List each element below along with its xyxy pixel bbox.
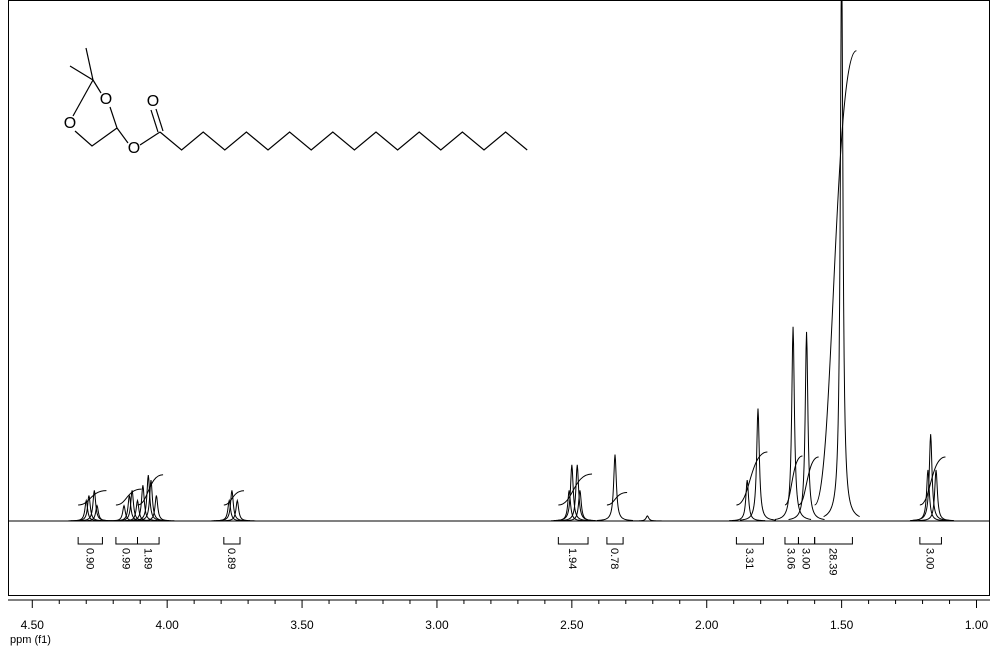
integral-label: 1.94 [566,548,578,569]
peak [219,498,256,522]
x-axis-label: ppm (f1) [10,634,51,646]
integral-bracket [223,537,241,545]
integral-curve [919,456,946,506]
peak [739,408,777,521]
atom-label: O [128,140,140,157]
integral-curve [115,488,142,506]
integral-label: 0.99 [120,548,132,569]
integral-label: 3.00 [800,548,812,569]
spectrum [8,0,990,522]
integral-label: 0.78 [608,548,620,569]
x-tick-label: 1.50 [830,618,854,632]
integral-bracket [606,537,624,545]
integral-bracket [735,537,764,545]
integral-bracket [77,537,103,545]
bond [150,109,159,133]
integral-curve [798,456,819,506]
bond [92,79,102,94]
atom-label: O [100,91,112,108]
x-tick-label: 4.50 [21,618,45,632]
x-tick-label: 4.00 [155,618,179,632]
integral-curve [736,451,768,506]
integral-bracket [814,537,853,545]
bond [72,79,94,117]
bond [155,108,164,132]
integral-bracket [136,537,160,545]
atom-label: O [147,93,159,110]
peak [918,469,955,522]
integral-bracket [919,537,942,545]
integral-bracket [557,537,589,545]
bond [139,131,161,146]
x-tick-label: 2.50 [560,618,584,632]
integral-curve [223,490,245,506]
peak [774,326,812,520]
peak [596,454,634,521]
peak [561,490,598,522]
plot-frame [8,0,990,596]
integral-curve [137,474,164,506]
peak [788,331,825,521]
integral-label: 3.00 [924,548,936,569]
x-tick-label: 1.00 [965,618,989,632]
integral-label: 0.90 [83,548,95,569]
integral-label: 28.39 [827,548,839,576]
chain [159,131,528,151]
integral-curve [558,473,593,506]
peak [912,434,949,521]
bond [69,47,94,82]
integral-label: 0.89 [225,548,237,569]
integral-label: 3.06 [785,548,797,569]
x-tick-label: 2.00 [695,618,719,632]
x-tick-label: 3.00 [425,618,449,632]
peak [138,495,175,522]
integral-bracket [797,537,816,545]
integral-curve [606,492,628,506]
peak [629,515,666,522]
peak [729,480,766,522]
bond [116,127,129,144]
atom-label: O [64,115,76,132]
bond [74,106,118,147]
integral-label: 3.31 [743,548,755,569]
peak [823,0,860,518]
x-tick-label: 3.50 [290,618,314,632]
integral-curve [78,490,107,506]
molecule: O O O O [64,47,528,157]
integral-label: 1.89 [141,548,153,569]
integral-curve [814,50,857,506]
integral-bracket [784,537,799,545]
integral-bracket [115,537,138,545]
integral-curve [784,455,803,506]
peak [553,464,590,522]
